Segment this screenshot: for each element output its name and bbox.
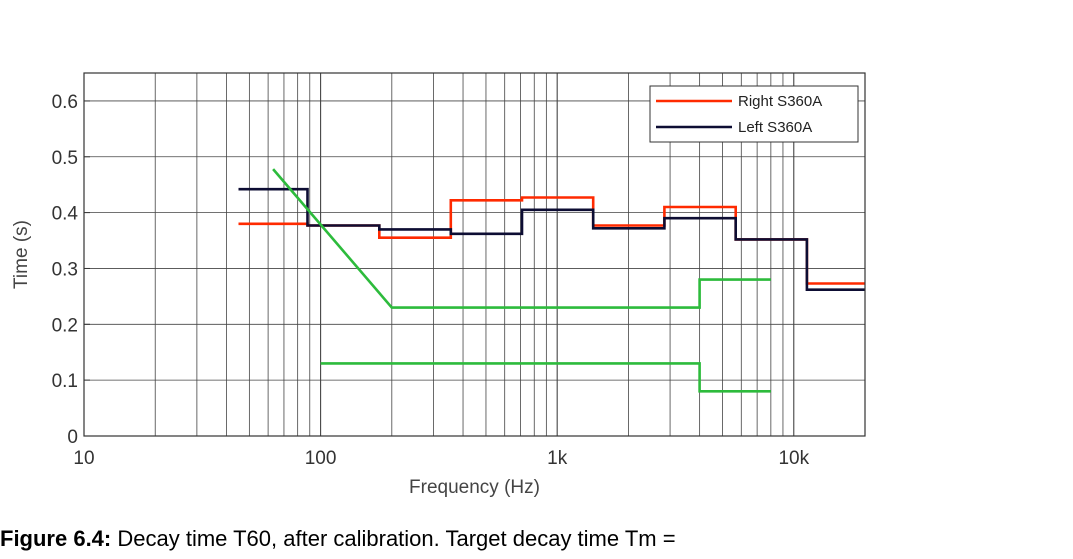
y-tick-label: 0 bbox=[67, 427, 78, 448]
x-tick-label: 10k bbox=[778, 448, 809, 469]
caption-label: Figure 6.4: bbox=[0, 526, 112, 551]
series-lines bbox=[238, 168, 865, 393]
y-tick-label: 0.2 bbox=[52, 315, 78, 336]
legend: Right S360A Left S360A bbox=[649, 85, 859, 143]
y-tick-label: 0.3 bbox=[52, 259, 78, 280]
y-tick-label: 0.6 bbox=[52, 92, 78, 113]
series-line-2 bbox=[238, 187, 865, 291]
legend-label: Left S360A bbox=[738, 119, 812, 136]
legend-box bbox=[649, 85, 859, 143]
series-line-4 bbox=[320, 362, 771, 393]
series-line-3 bbox=[272, 168, 771, 309]
x-axis-label: Frequency (Hz) bbox=[409, 477, 540, 498]
y-tick-label: 0.1 bbox=[52, 371, 78, 392]
legend-label: Right S360A bbox=[738, 93, 822, 110]
plot-frame bbox=[83, 72, 866, 437]
grid bbox=[84, 73, 865, 436]
caption-text: Decay time T60, after calibration. Targe… bbox=[111, 526, 676, 551]
figure-caption: Figure 6.4: Decay time T60, after calibr… bbox=[0, 526, 1073, 552]
tick-labels: 10 100 1k 10k 0 0.1 0.2 0.3 0.4 0.5 0.6 bbox=[52, 92, 810, 469]
chart: 10 100 1k 10k 0 0.1 0.2 0.3 0.4 0.5 0.6 Right S360… bbox=[11, 72, 866, 498]
y-tick-label: 0.4 bbox=[52, 204, 79, 225]
x-tick-label: 10 bbox=[73, 448, 94, 469]
y-tick-label: 0.5 bbox=[52, 148, 78, 169]
x-tick-label: 100 bbox=[305, 448, 337, 469]
x-tick-label: 1k bbox=[547, 448, 568, 469]
y-axis-label: Time (s) bbox=[11, 220, 32, 289]
